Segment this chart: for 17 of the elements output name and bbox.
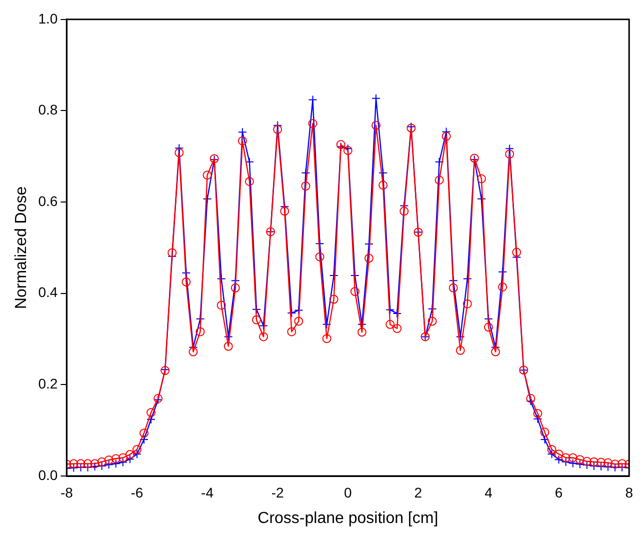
x-tick-label: -4 bbox=[201, 484, 214, 500]
y-tick-label: 0.6 bbox=[38, 192, 58, 209]
x-tick-label: 2 bbox=[414, 484, 422, 500]
y-tick-label: 0.2 bbox=[38, 376, 58, 392]
y-tick-label: 0.0 bbox=[38, 466, 58, 483]
x-tick-label: 6 bbox=[554, 484, 563, 500]
y-tick-label: 0.4 bbox=[38, 284, 58, 300]
x-tick-label: -8 bbox=[60, 484, 74, 500]
x-tick-label: -2 bbox=[271, 484, 284, 500]
y-axis-title: Normalized Dose bbox=[13, 186, 30, 310]
x-tick-label: 0 bbox=[344, 484, 352, 500]
x-tick-label: 4 bbox=[484, 484, 493, 500]
x-tick-label: -6 bbox=[130, 484, 144, 500]
x-axis-title: Cross-plane position [cm] bbox=[258, 510, 438, 527]
y-tick-label: 1.0 bbox=[38, 10, 58, 26]
y-tick-label: 0.8 bbox=[38, 102, 58, 118]
x-tick-label: 8 bbox=[625, 484, 634, 500]
